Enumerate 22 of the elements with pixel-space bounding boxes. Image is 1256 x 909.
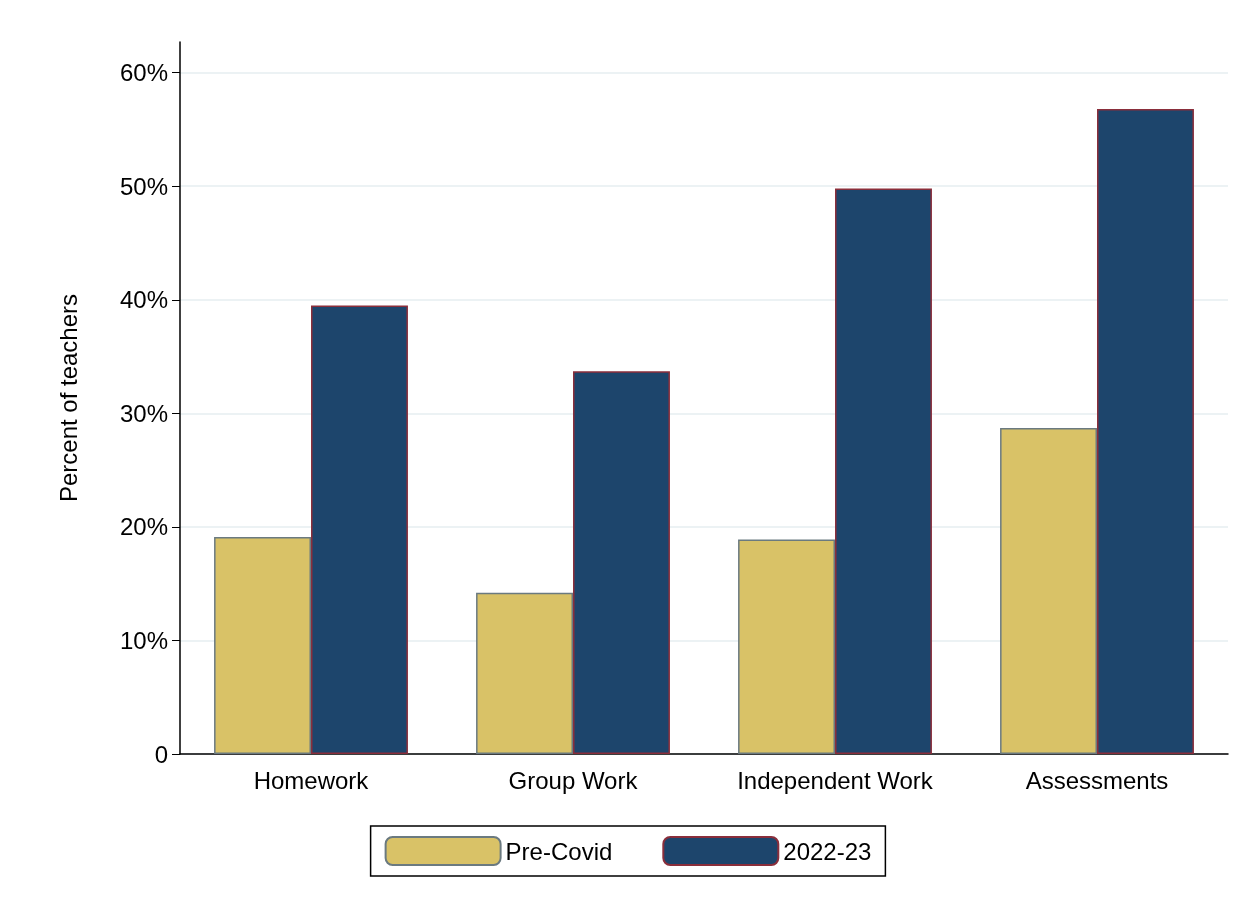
bar xyxy=(835,188,932,754)
y-axis-title: Percent of teachers xyxy=(54,293,82,503)
y-tick-label: 30% xyxy=(119,399,168,427)
y-tick-label: 60% xyxy=(119,59,168,87)
bar xyxy=(738,539,835,754)
x-tick-label: Homework xyxy=(253,766,370,794)
bar xyxy=(1000,428,1097,754)
x-tick-label: Group Work xyxy=(508,766,639,794)
y-tick-label: 20% xyxy=(119,513,168,541)
y-tick-label: 0 xyxy=(154,740,168,768)
bar xyxy=(476,592,573,754)
bar xyxy=(311,305,408,754)
bar xyxy=(1097,109,1194,754)
x-tick-label: Assessments xyxy=(1025,766,1169,794)
bar xyxy=(214,537,311,754)
bar xyxy=(573,371,670,754)
x-tick-label: Independent Work xyxy=(737,766,934,794)
y-tick-label: 40% xyxy=(119,286,168,314)
legend-label: 2022-23 xyxy=(783,837,872,865)
legend-label: Pre-Covid xyxy=(505,837,613,865)
y-tick-label: 50% xyxy=(119,172,168,200)
y-tick-label: 10% xyxy=(119,626,168,654)
